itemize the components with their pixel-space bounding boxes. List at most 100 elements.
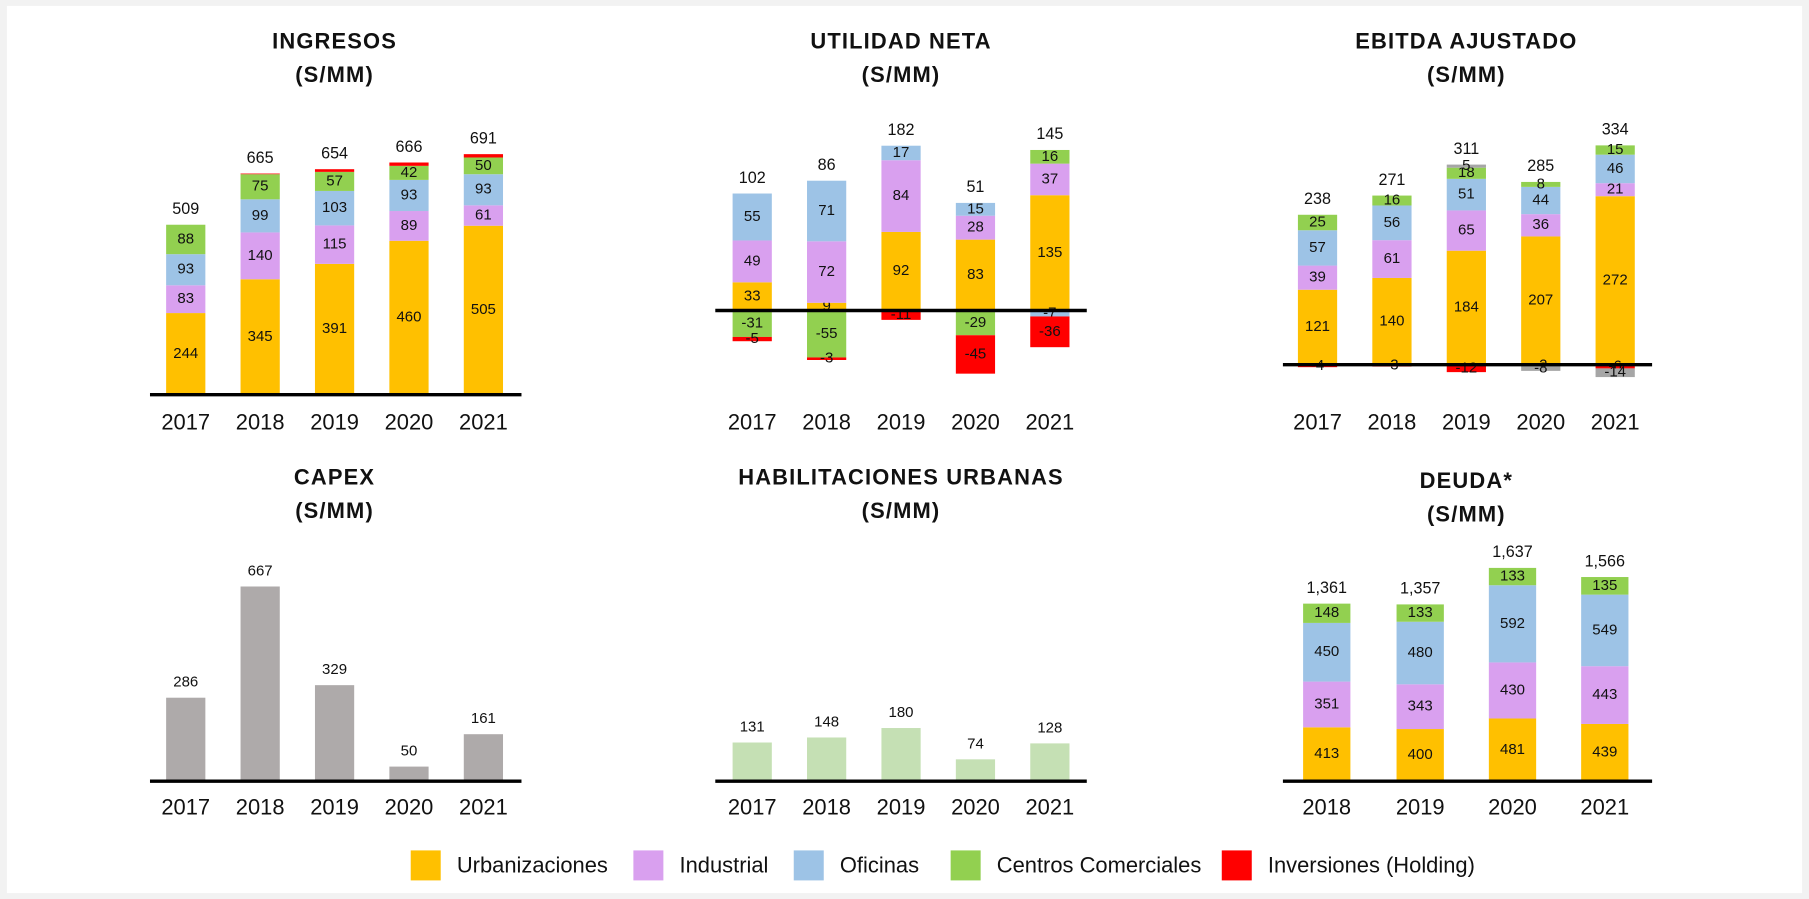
bar bbox=[807, 737, 847, 782]
data-label: 460 bbox=[396, 309, 421, 326]
total-label: 1,361 bbox=[1307, 579, 1347, 597]
data-label: 133 bbox=[1408, 604, 1433, 621]
bar-segment bbox=[1521, 186, 1561, 215]
bar-segment bbox=[1446, 364, 1486, 373]
data-label: 148 bbox=[814, 713, 839, 730]
bar bbox=[240, 586, 280, 782]
legend-label: Inversiones (Holding) bbox=[1268, 852, 1475, 877]
legend-label: Centros Comerciales bbox=[997, 852, 1202, 877]
data-label: 345 bbox=[248, 328, 273, 345]
bar-segment bbox=[1297, 289, 1338, 365]
bar-segment bbox=[1521, 181, 1561, 187]
bar-segment bbox=[1595, 145, 1635, 155]
x-tick-label: 2017 bbox=[1293, 409, 1342, 434]
bar-segment bbox=[1303, 622, 1351, 682]
x-tick-label: 2021 bbox=[1025, 795, 1074, 820]
bar-segment bbox=[389, 211, 429, 241]
bar-segment bbox=[1396, 604, 1444, 622]
data-label: 5 bbox=[1462, 157, 1470, 174]
data-label: 148 bbox=[1314, 604, 1339, 621]
data-label: 56 bbox=[1384, 214, 1401, 231]
total-label: 271 bbox=[1378, 171, 1405, 189]
data-label: 61 bbox=[475, 206, 492, 223]
data-label: 33 bbox=[744, 287, 761, 304]
legend-label: Urbanizaciones bbox=[457, 852, 608, 877]
x-tick-label: 2018 bbox=[1368, 409, 1417, 434]
total-label: 102 bbox=[739, 169, 766, 187]
data-label: 71 bbox=[818, 202, 835, 219]
bar-segment bbox=[240, 279, 280, 395]
data-label: 18 bbox=[1458, 164, 1475, 181]
bar-segment bbox=[1581, 666, 1629, 724]
chart-subtitle: (S/MM) bbox=[295, 498, 374, 523]
data-label: 505 bbox=[471, 301, 496, 318]
total-label: 311 bbox=[1453, 140, 1479, 158]
bar-segment bbox=[1372, 277, 1412, 365]
bar-segment bbox=[1595, 196, 1635, 365]
bar-segment bbox=[463, 225, 504, 395]
data-label: 99 bbox=[252, 207, 269, 224]
x-tick-label: 2021 bbox=[459, 795, 508, 820]
bar-segment bbox=[1030, 149, 1070, 164]
data-label: 21 bbox=[1607, 181, 1624, 198]
data-label: 481 bbox=[1500, 741, 1525, 758]
bar-segment bbox=[1581, 594, 1629, 667]
bar-segment bbox=[1030, 310, 1070, 317]
data-label: 93 bbox=[401, 186, 418, 203]
data-label: 161 bbox=[471, 710, 496, 727]
data-label: -12 bbox=[1456, 359, 1478, 376]
data-label: 140 bbox=[248, 247, 273, 264]
bar-segment bbox=[1595, 364, 1635, 369]
x-tick-label: 2019 bbox=[1442, 409, 1491, 434]
data-label: 549 bbox=[1592, 621, 1617, 638]
bar bbox=[881, 728, 921, 782]
data-label: -45 bbox=[965, 345, 987, 362]
x-tick-label: 2019 bbox=[1396, 795, 1445, 820]
data-label: 44 bbox=[1532, 191, 1549, 208]
data-label: 28 bbox=[967, 219, 984, 236]
bar-segment bbox=[314, 171, 355, 191]
x-tick-label: 2018 bbox=[236, 795, 285, 820]
data-label: 329 bbox=[322, 661, 347, 678]
data-label: 115 bbox=[323, 236, 347, 253]
bar-segment bbox=[955, 202, 996, 216]
data-label: 36 bbox=[1532, 216, 1549, 233]
data-label: 51 bbox=[1458, 186, 1475, 203]
bar-segment bbox=[1595, 183, 1635, 197]
bar-segment bbox=[1521, 214, 1561, 237]
data-label: 184 bbox=[1454, 299, 1479, 316]
x-tick-label: 2017 bbox=[728, 409, 777, 434]
bar bbox=[463, 734, 504, 782]
data-label: 93 bbox=[475, 181, 492, 198]
bar-segment bbox=[314, 190, 355, 226]
x-tick-label: 2017 bbox=[161, 795, 210, 820]
bar-segment bbox=[389, 165, 429, 180]
data-label: 128 bbox=[1037, 719, 1062, 736]
data-label: 93 bbox=[177, 261, 194, 278]
bar-segment bbox=[1488, 585, 1537, 663]
bar-segment bbox=[1446, 178, 1486, 211]
legend-swatch bbox=[1221, 850, 1252, 881]
total-label: 509 bbox=[172, 200, 199, 218]
data-label: -8 bbox=[1534, 359, 1547, 376]
bar-segment bbox=[1372, 240, 1412, 278]
data-label: 15 bbox=[967, 200, 984, 217]
data-label: -29 bbox=[965, 314, 987, 331]
data-label: 50 bbox=[401, 743, 418, 760]
bar-segment bbox=[240, 199, 280, 233]
chart-subtitle: (S/MM) bbox=[862, 62, 941, 87]
legend-swatch bbox=[950, 850, 981, 881]
data-label: 72 bbox=[818, 263, 835, 280]
data-label: 25 bbox=[1309, 213, 1326, 230]
x-tick-label: 2019 bbox=[310, 409, 359, 434]
x-tick-label: 2017 bbox=[161, 409, 210, 434]
x-tick-label: 2020 bbox=[951, 409, 1000, 434]
data-label: 55 bbox=[744, 208, 761, 225]
data-label: -31 bbox=[741, 315, 763, 332]
data-label: 88 bbox=[177, 230, 194, 247]
data-label: 667 bbox=[248, 562, 273, 579]
bar-segment bbox=[1030, 195, 1070, 311]
bar-segment bbox=[807, 310, 847, 358]
